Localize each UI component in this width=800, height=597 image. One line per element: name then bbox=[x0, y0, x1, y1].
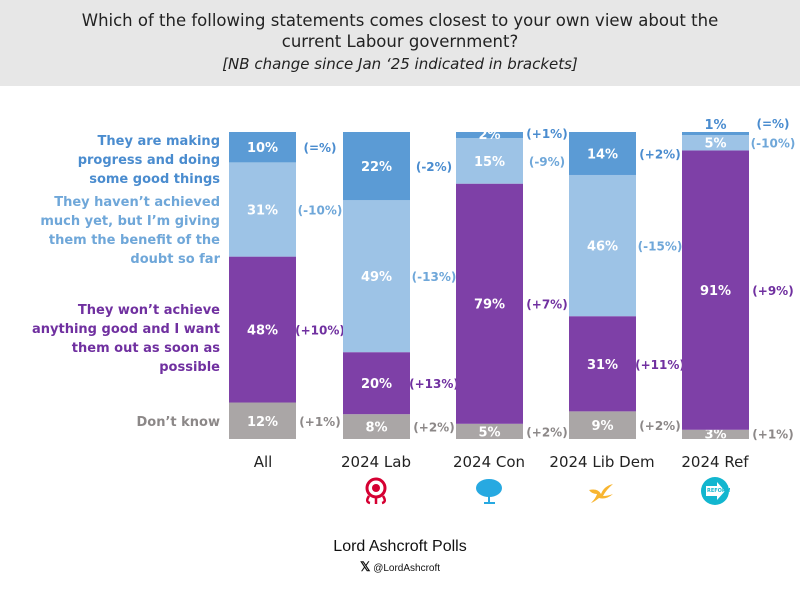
libdem-bird-icon bbox=[589, 484, 613, 503]
category-label: 2024 Lab bbox=[340, 453, 411, 471]
value-label: 12% bbox=[247, 415, 278, 430]
value-label: 2% bbox=[478, 128, 500, 143]
change-label: (+9%) bbox=[752, 284, 793, 298]
bar-segment bbox=[569, 174, 636, 317]
bar-segment bbox=[229, 402, 296, 439]
value-label: 22% bbox=[361, 160, 392, 175]
bar-segment bbox=[229, 256, 296, 403]
bar-segment bbox=[569, 316, 636, 412]
value-label: 20% bbox=[361, 377, 392, 392]
value-label: 3% bbox=[704, 427, 726, 442]
value-label: 15% bbox=[474, 155, 505, 170]
reform-uk-icon: REFORM bbox=[701, 477, 730, 505]
change-label: (+2%) bbox=[526, 425, 567, 439]
svg-text:REFORM: REFORM bbox=[707, 488, 730, 494]
value-label: 5% bbox=[478, 425, 500, 440]
value-label: 9% bbox=[591, 419, 613, 434]
change-label: (-13%) bbox=[412, 270, 457, 284]
value-label: 1% bbox=[704, 118, 726, 133]
value-label: 31% bbox=[587, 358, 618, 373]
bar-segment bbox=[682, 135, 749, 151]
conservative-tree-icon bbox=[476, 479, 502, 504]
bar-segment bbox=[456, 132, 523, 139]
category-label: 2024 Ref bbox=[681, 453, 749, 471]
bar-segment bbox=[569, 411, 636, 439]
change-label: (=%) bbox=[303, 141, 336, 155]
value-label: 14% bbox=[587, 147, 618, 162]
bar-segment bbox=[343, 200, 410, 353]
legend-dont-know: Don’t know bbox=[136, 415, 221, 430]
legend-benefit-of-doubt: They haven’t achieved much yet, but I’m … bbox=[40, 195, 220, 267]
change-label: (-9%) bbox=[529, 155, 565, 169]
value-label: 5% bbox=[704, 137, 726, 152]
legend-progress: They are making progress and doing some … bbox=[77, 134, 220, 187]
footer-handle[interactable]: @LordAshcroft bbox=[373, 563, 441, 574]
chart-header: Which of the following statements comes … bbox=[0, 0, 800, 86]
footer-brand: Lord Ashcroft Polls bbox=[333, 538, 467, 555]
bar-segment bbox=[569, 132, 636, 175]
change-label: (-15%) bbox=[638, 240, 683, 254]
bar-segment bbox=[682, 132, 749, 136]
value-label: 49% bbox=[361, 270, 392, 285]
chart-title: Which of the following statements comes … bbox=[81, 11, 719, 51]
change-label: (+1%) bbox=[526, 127, 567, 141]
value-label: 31% bbox=[247, 204, 278, 219]
bar-segment bbox=[343, 414, 410, 439]
category-label: All bbox=[253, 453, 273, 471]
bar-segment bbox=[456, 138, 523, 184]
change-label: (-10%) bbox=[298, 204, 343, 218]
change-label: (-2%) bbox=[416, 160, 452, 174]
category-label: 2024 Lib Dem bbox=[549, 453, 655, 471]
bar-segment bbox=[343, 352, 410, 415]
value-label: 8% bbox=[365, 421, 387, 436]
bar-segment bbox=[456, 423, 523, 439]
bar-segment bbox=[343, 132, 410, 201]
value-label: 10% bbox=[247, 141, 278, 156]
value-label: 48% bbox=[247, 324, 278, 339]
x-logo-icon: 𝕏 bbox=[359, 559, 371, 574]
bar-segment bbox=[229, 162, 296, 257]
change-label: (+2%) bbox=[413, 421, 454, 435]
legend-want-them-out: They won’t achieve anything good and I w… bbox=[32, 303, 220, 375]
value-label: 91% bbox=[700, 284, 731, 299]
change-label: (+2%) bbox=[639, 147, 680, 161]
footer: Lord Ashcroft Polls 𝕏 @LordAshcroft bbox=[0, 538, 800, 575]
bar-segment bbox=[682, 150, 749, 430]
change-label: (+1%) bbox=[752, 427, 793, 441]
change-label: (+1%) bbox=[299, 415, 340, 429]
change-label: (+13%) bbox=[409, 377, 459, 391]
category-label: 2024 Con bbox=[452, 453, 526, 471]
change-label: (+11%) bbox=[635, 358, 685, 372]
change-label: (+7%) bbox=[526, 298, 567, 312]
bar-segment bbox=[456, 183, 523, 424]
bar-segment bbox=[229, 132, 296, 163]
change-label: (+2%) bbox=[639, 419, 680, 433]
bar-segment bbox=[682, 429, 749, 439]
change-label: (=%) bbox=[756, 117, 789, 131]
labour-rose-icon bbox=[365, 477, 387, 505]
value-label: 46% bbox=[587, 240, 618, 255]
chart-subtitle: [NB change since Jan ‘25 indicated in br… bbox=[222, 55, 578, 73]
change-label: (+10%) bbox=[295, 324, 345, 338]
value-label: 79% bbox=[474, 298, 505, 313]
change-label: (-10%) bbox=[751, 137, 796, 151]
